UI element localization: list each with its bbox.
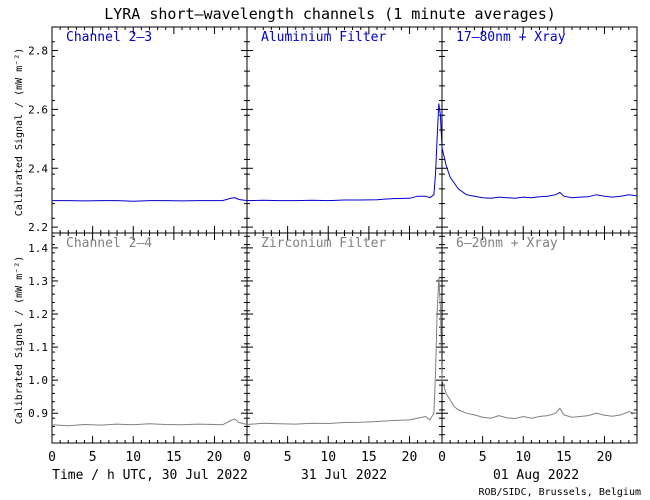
- credit-text: ROB/SIDC, Brussels, Belgium: [478, 487, 641, 498]
- y-tick-label: 2.4: [28, 162, 48, 175]
- panel-row-bottom: 0.9 1.0 1.1 1.2 1.3 1.4 Channel 2–4 Zirconium F…: [28, 232, 638, 444]
- y-tick-label: 2.2: [28, 221, 48, 234]
- panel-frame-1-1: [246, 232, 443, 444]
- panel-label-0-0: Channel 2–3: [66, 30, 152, 45]
- y-tick-label: 2.6: [28, 103, 48, 116]
- x-tick-label: 20: [597, 450, 613, 465]
- x-tick-label: 10: [125, 450, 141, 465]
- y-tick-label: 0.9: [28, 407, 48, 420]
- y-tick-label: 1.2: [28, 308, 48, 321]
- x-tick-label: 0: [438, 450, 446, 465]
- day-label-3: 01 Aug 2022: [493, 468, 579, 483]
- x-tick-label: 0: [243, 450, 251, 465]
- series-line-1: [51, 277, 638, 427]
- y-tick-label: 1.3: [28, 275, 48, 288]
- x-tick-label: 5: [89, 450, 97, 465]
- panel-label-0-1: Aluminium Filter: [261, 30, 386, 45]
- panel-label-1-0: Channel 2–4: [66, 236, 152, 251]
- panel-frame-0-0: [51, 26, 248, 234]
- chart-title: LYRA short–wavelength channels (1 minute…: [104, 5, 556, 23]
- x-tick-label: 5: [284, 450, 292, 465]
- x-tick-label: 15: [556, 450, 572, 465]
- x-tick-label: 15: [361, 450, 377, 465]
- x-axis-label: Time / h UTC, 30 Jul 2022: [52, 468, 248, 483]
- panel-frame-1-0: [51, 232, 248, 444]
- y-tick-label: 2.8: [28, 45, 48, 58]
- panel-label-0-2: 17–80nm + Xray: [456, 30, 566, 45]
- day-label-2: 31 Jul 2022: [301, 468, 387, 483]
- x-tick-label: 20: [402, 450, 418, 465]
- x-axis-ticks: 0 5 10 15 20 0 5 10 15 20 0 5 10 15 20: [48, 450, 612, 465]
- x-tick-label: 15: [166, 450, 182, 465]
- y-axis-label-bottom: Calibrated Signal / (mW m⁻²): [14, 256, 25, 425]
- y-tick-label: 1.1: [28, 341, 48, 354]
- y-tick-label: 1.4: [28, 242, 48, 255]
- x-tick-label: 20: [207, 450, 223, 465]
- panel-frame-0-1: [246, 26, 443, 234]
- panel-row-top: 2.2 2.4 2.6 2.8 Channel 2–3 Aluminium Filter 1…: [28, 26, 638, 234]
- panel-label-1-2: 6–20nm + Xray: [456, 236, 558, 251]
- panel-frame-0-2: [441, 26, 638, 234]
- y-axis-label-top: Calibrated Signal / (mW m⁻²): [14, 48, 25, 217]
- panel-frame-1-2: [441, 232, 638, 444]
- x-tick-label: 0: [48, 450, 56, 465]
- x-tick-label: 10: [515, 450, 531, 465]
- panel-label-1-1: Zirconium Filter: [261, 236, 386, 251]
- x-tick-label: 5: [479, 450, 487, 465]
- y-tick-label: 1.0: [28, 374, 48, 387]
- x-tick-label: 10: [320, 450, 336, 465]
- series-line-0: [52, 103, 638, 202]
